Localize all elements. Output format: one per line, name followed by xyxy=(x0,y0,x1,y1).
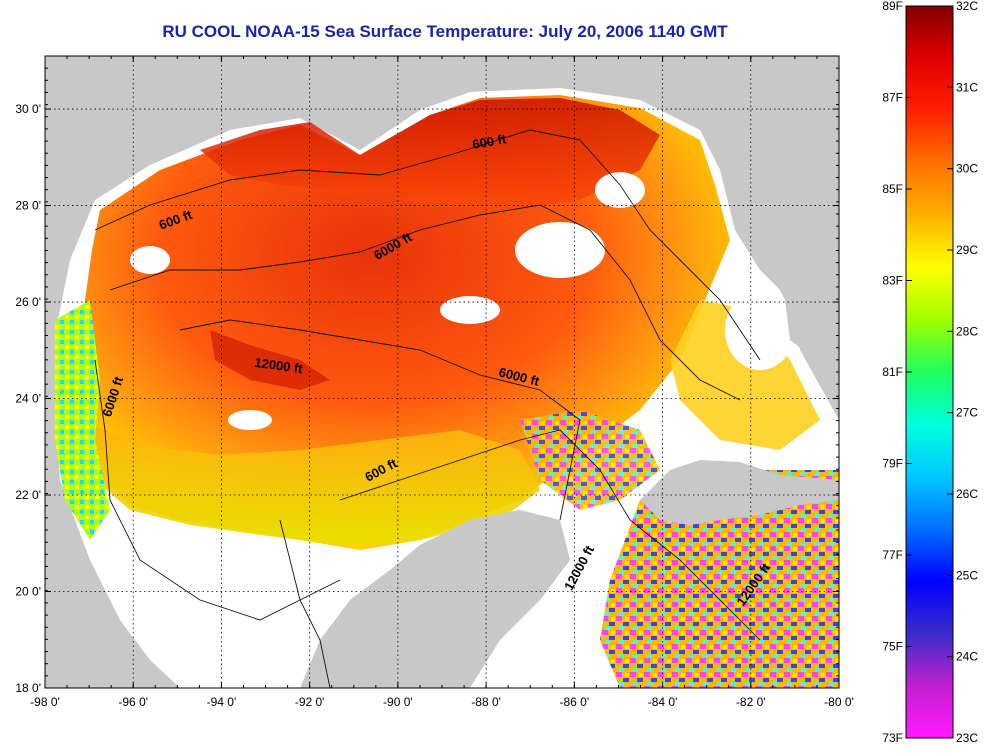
lon-tick-label: -96 0' xyxy=(118,695,148,709)
sst-west-coast xyxy=(55,300,110,540)
sst-hot-core xyxy=(210,330,330,390)
cloud-gap xyxy=(130,246,170,274)
cloud-gap xyxy=(515,222,605,278)
cloud-gap xyxy=(725,290,795,370)
lon-tick-label: -80 0' xyxy=(824,695,854,709)
lon-tick-label: -86 0' xyxy=(560,695,590,709)
sst-caribbean xyxy=(600,470,839,688)
lat-tick-label: 18 0' xyxy=(15,681,41,695)
cloud-gap xyxy=(228,410,272,430)
lat-tick-label: 26 0' xyxy=(15,295,41,309)
contour-label: 12000 ft xyxy=(254,355,305,377)
land-cuba xyxy=(640,460,839,525)
lon-tick-label: -84 0' xyxy=(648,695,678,709)
lon-tick-label: -94 0' xyxy=(207,695,237,709)
lon-tick-label: -90 0' xyxy=(383,695,413,709)
sst-south-band xyxy=(80,420,540,545)
contour-label: 600 ft xyxy=(471,131,508,152)
lat-tick-label: 24 0' xyxy=(15,392,41,406)
lat-tick-label: 22 0' xyxy=(15,488,41,502)
graticule xyxy=(45,56,839,688)
lon-tick-label: -88 0' xyxy=(471,695,501,709)
land-florida xyxy=(730,150,839,355)
cloud-gap xyxy=(440,296,500,324)
lat-tick-label: 20 0' xyxy=(15,585,41,599)
bathymetry-contours xyxy=(94,129,761,688)
cloud-gap xyxy=(595,172,645,208)
lon-tick-label: -82 0' xyxy=(736,695,766,709)
lat-tick-label: 30 0' xyxy=(15,102,41,116)
land-yucatan xyxy=(300,510,570,688)
sst-florida-shelf xyxy=(670,300,820,450)
lon-tick-label: -98 0' xyxy=(30,695,60,709)
axis-ticks: -98 0' -96 0' -94 0' -92 0' -90 0' -88 0' -86 … xyxy=(15,55,854,709)
lon-tick-label: -92 0' xyxy=(295,695,325,709)
sst-hot-north xyxy=(200,98,660,210)
map-title: RU COOL NOAA-15 Sea Surface Temperature:… xyxy=(162,22,728,41)
lat-tick-label: 28 0' xyxy=(15,199,41,213)
